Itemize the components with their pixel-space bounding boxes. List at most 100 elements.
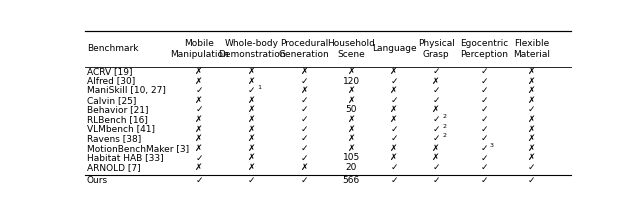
Text: Mobile
Manipulation: Mobile Manipulation bbox=[170, 39, 228, 59]
Text: ✗: ✗ bbox=[390, 115, 397, 124]
Text: ✓: ✓ bbox=[433, 86, 440, 95]
Text: Alfred [30]: Alfred [30] bbox=[87, 77, 135, 85]
Text: ✗: ✗ bbox=[348, 67, 355, 76]
Text: ✗: ✗ bbox=[248, 144, 255, 153]
Text: ✗: ✗ bbox=[528, 86, 536, 95]
Text: ✗: ✗ bbox=[528, 134, 536, 143]
Text: ✗: ✗ bbox=[348, 134, 355, 143]
Text: ✓: ✓ bbox=[195, 153, 203, 162]
Text: RLBench [16]: RLBench [16] bbox=[87, 115, 148, 124]
Text: ✗: ✗ bbox=[195, 144, 203, 153]
Text: ✓: ✓ bbox=[480, 77, 488, 85]
Text: ✓: ✓ bbox=[433, 96, 440, 105]
Text: ✓: ✓ bbox=[480, 115, 488, 124]
Text: ✗: ✗ bbox=[248, 115, 255, 124]
Text: 566: 566 bbox=[342, 176, 360, 185]
Text: ✗: ✗ bbox=[300, 67, 308, 76]
Text: ✗: ✗ bbox=[390, 144, 397, 153]
Text: ✗: ✗ bbox=[528, 153, 536, 162]
Text: ✓: ✓ bbox=[390, 96, 397, 105]
Text: ✓: ✓ bbox=[433, 134, 440, 143]
Text: ✗: ✗ bbox=[300, 163, 308, 172]
Text: ✗: ✗ bbox=[248, 105, 255, 114]
Text: ✓: ✓ bbox=[300, 125, 308, 134]
Text: ✗: ✗ bbox=[248, 125, 255, 134]
Text: ✓: ✓ bbox=[390, 134, 397, 143]
Text: ✗: ✗ bbox=[248, 67, 255, 76]
Text: Calvin [25]: Calvin [25] bbox=[87, 96, 136, 105]
Text: Language: Language bbox=[372, 45, 416, 53]
Text: ✗: ✗ bbox=[528, 115, 536, 124]
Text: ✗: ✗ bbox=[348, 144, 355, 153]
Text: ✓: ✓ bbox=[480, 67, 488, 76]
Text: ✗: ✗ bbox=[348, 86, 355, 95]
Text: ✓: ✓ bbox=[480, 105, 488, 114]
Text: ✗: ✗ bbox=[390, 86, 397, 95]
Text: Behavior [21]: Behavior [21] bbox=[87, 105, 148, 114]
Text: ✗: ✗ bbox=[433, 77, 440, 85]
Text: 2: 2 bbox=[442, 124, 446, 129]
Text: ✓: ✓ bbox=[248, 86, 255, 95]
Text: ✗: ✗ bbox=[348, 125, 355, 134]
Text: ✓: ✓ bbox=[300, 134, 308, 143]
Text: Ours: Ours bbox=[87, 176, 108, 185]
Text: ✓: ✓ bbox=[480, 176, 488, 185]
Text: ✗: ✗ bbox=[433, 153, 440, 162]
Text: ✓: ✓ bbox=[480, 125, 488, 134]
Text: Flexible
Material: Flexible Material bbox=[513, 39, 550, 59]
Text: ARNOLD [7]: ARNOLD [7] bbox=[87, 163, 141, 172]
Text: ✗: ✗ bbox=[248, 163, 255, 172]
Text: ✗: ✗ bbox=[195, 96, 203, 105]
Text: ✗: ✗ bbox=[348, 115, 355, 124]
Text: ✗: ✗ bbox=[528, 144, 536, 153]
Text: 105: 105 bbox=[342, 153, 360, 162]
Text: ✓: ✓ bbox=[433, 176, 440, 185]
Text: ✓: ✓ bbox=[433, 125, 440, 134]
Text: ✗: ✗ bbox=[433, 105, 440, 114]
Text: ✗: ✗ bbox=[390, 153, 397, 162]
Text: ✓: ✓ bbox=[390, 163, 397, 172]
Text: Procedural
Generation: Procedural Generation bbox=[279, 39, 330, 59]
Text: ✓: ✓ bbox=[390, 125, 397, 134]
Text: ✗: ✗ bbox=[528, 96, 536, 105]
Text: ✓: ✓ bbox=[433, 163, 440, 172]
Text: MotionBenchMaker [3]: MotionBenchMaker [3] bbox=[87, 144, 189, 153]
Text: ✓: ✓ bbox=[528, 163, 536, 172]
Text: Household
Scene: Household Scene bbox=[328, 39, 375, 59]
Text: ✓: ✓ bbox=[528, 176, 536, 185]
Text: VLMbench [41]: VLMbench [41] bbox=[87, 125, 155, 134]
Text: 2: 2 bbox=[442, 133, 446, 138]
Text: Whole-body
Demonstration: Whole-body Demonstration bbox=[218, 39, 285, 59]
Text: ✗: ✗ bbox=[528, 77, 536, 85]
Text: ✓: ✓ bbox=[480, 144, 488, 153]
Text: ✓: ✓ bbox=[300, 105, 308, 114]
Text: ✓: ✓ bbox=[480, 134, 488, 143]
Text: ✓: ✓ bbox=[300, 96, 308, 105]
Text: ✗: ✗ bbox=[248, 96, 255, 105]
Text: Ravens [38]: Ravens [38] bbox=[87, 134, 141, 143]
Text: Habitat HAB [33]: Habitat HAB [33] bbox=[87, 153, 164, 162]
Text: ✓: ✓ bbox=[248, 176, 255, 185]
Text: Physical
Grasp: Physical Grasp bbox=[418, 39, 454, 59]
Text: ✓: ✓ bbox=[433, 115, 440, 124]
Text: ✓: ✓ bbox=[480, 86, 488, 95]
Text: 20: 20 bbox=[346, 163, 357, 172]
Text: ✗: ✗ bbox=[248, 134, 255, 143]
Text: ✗: ✗ bbox=[300, 86, 308, 95]
Text: ✗: ✗ bbox=[195, 125, 203, 134]
Text: ✓: ✓ bbox=[300, 153, 308, 162]
Text: ✓: ✓ bbox=[433, 67, 440, 76]
Text: ✗: ✗ bbox=[195, 163, 203, 172]
Text: ManiSkill [10, 27]: ManiSkill [10, 27] bbox=[87, 86, 166, 95]
Text: Egocentric
Perception: Egocentric Perception bbox=[460, 39, 508, 59]
Text: ✓: ✓ bbox=[480, 96, 488, 105]
Text: ✗: ✗ bbox=[528, 125, 536, 134]
Text: ✓: ✓ bbox=[195, 176, 203, 185]
Text: ✗: ✗ bbox=[195, 77, 203, 85]
Text: ✗: ✗ bbox=[390, 67, 397, 76]
Text: ✓: ✓ bbox=[300, 77, 308, 85]
Text: ✓: ✓ bbox=[195, 86, 203, 95]
Text: 1: 1 bbox=[257, 85, 262, 90]
Text: ✗: ✗ bbox=[195, 134, 203, 143]
Text: ✓: ✓ bbox=[480, 163, 488, 172]
